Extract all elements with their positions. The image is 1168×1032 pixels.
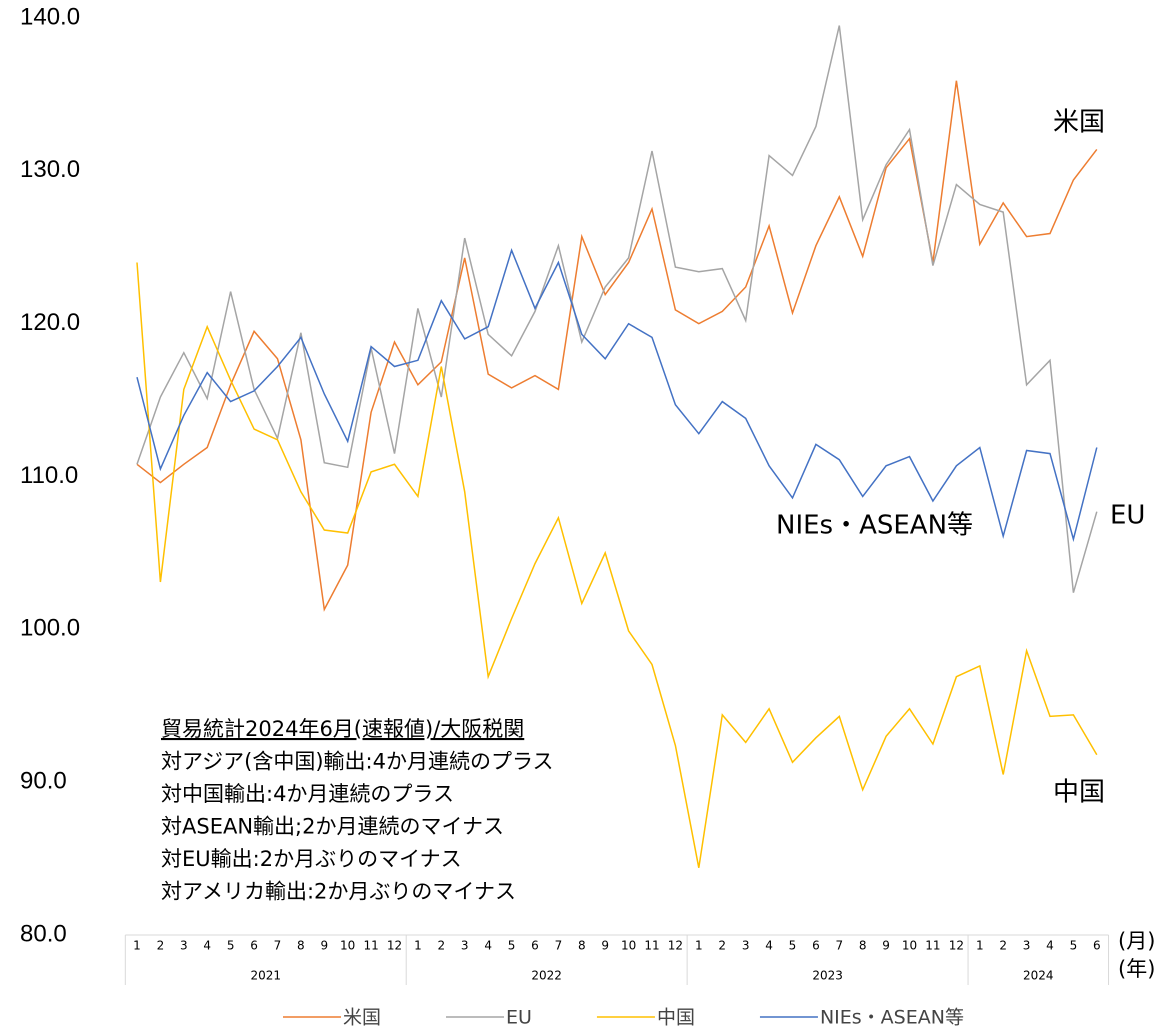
x-tick-label: 8 [297, 939, 305, 953]
x-tick-label: 2 [999, 939, 1007, 953]
series-line [136, 25, 1098, 593]
x-tick-label: 10 [902, 939, 917, 953]
y-tick-label: 90.0 [20, 768, 67, 795]
x-tick-label: 6 [1093, 939, 1101, 953]
x-tick-label: 4 [484, 939, 492, 953]
x-tick-label: 3 [742, 939, 750, 953]
x-tick-label: 7 [555, 939, 563, 953]
x-tick-label: 5 [227, 939, 235, 953]
x-tick-label: 7 [835, 939, 843, 953]
legend-label: EU [506, 1007, 532, 1029]
x-tick-label: 6 [812, 939, 820, 953]
x-tick-label: 1 [414, 939, 422, 953]
x-tick-label: 9 [882, 939, 890, 953]
x-tick-label: 12 [668, 939, 683, 953]
x-tick-label: 8 [578, 939, 586, 953]
x-tick-label: 9 [601, 939, 609, 953]
annotation: 対アメリカ輸出:2か月ぶりのマイナス [161, 880, 516, 904]
x-unit-label: (年) [1118, 957, 1155, 981]
x-unit-label: (月) [1118, 929, 1155, 953]
x-tick-label: 10 [621, 939, 636, 953]
annotation: 対ASEAN輸出;2か月連続のマイナス [161, 815, 504, 839]
x-tick-label: 5 [1070, 939, 1078, 953]
x-tick-label: 3 [180, 939, 188, 953]
x-tick-label: 12 [949, 939, 964, 953]
y-tick-label: 140.0 [20, 3, 80, 30]
series-label: 米国 [1053, 108, 1105, 138]
annotation: 対EU輸出:2か月ぶりのマイナス [161, 847, 462, 871]
series-line [136, 262, 1098, 868]
legend-label: 米国 [343, 1007, 381, 1029]
x-tick-label: 6 [250, 939, 258, 953]
x-tick-label: 3 [461, 939, 469, 953]
legend-label: 中国 [657, 1007, 695, 1029]
series-line [136, 248, 1098, 543]
x-tick-label: 5 [789, 939, 797, 953]
x-tick-label: 1 [976, 939, 984, 953]
y-tick-label: 100.0 [20, 615, 80, 642]
x-tick-label: 12 [387, 939, 402, 953]
x-tick-label: 1 [133, 939, 141, 953]
year-label: 2024 [1023, 969, 1054, 983]
x-tick-label: 4 [765, 939, 773, 953]
x-tick-label: 1 [695, 939, 703, 953]
x-tick-label: 4 [203, 939, 211, 953]
x-tick-label: 9 [320, 939, 328, 953]
x-tick-label: 2 [438, 939, 446, 953]
series-line [136, 80, 1098, 612]
series-label: 中国 [1053, 778, 1105, 808]
x-tick-label: 8 [859, 939, 867, 953]
x-tick-label: 2 [157, 939, 165, 953]
series-label: NIEs・ASEAN等 [776, 511, 973, 541]
annotation: 対中国輸出:4か月連続のプラス [161, 782, 454, 806]
y-tick-label: 120.0 [20, 309, 80, 336]
year-label: 2023 [812, 969, 843, 983]
y-tick-label: 110.0 [20, 462, 78, 489]
annotation: 対アジア(含中国)輸出:4か月連続のプラス [161, 750, 554, 774]
year-label: 2021 [250, 969, 281, 983]
x-tick-label: 4 [1046, 939, 1054, 953]
x-tick-label: 2 [718, 939, 726, 953]
year-label: 2022 [531, 969, 562, 983]
x-tick-label: 10 [340, 939, 355, 953]
x-tick-label: 11 [925, 939, 940, 953]
x-tick-label: 6 [531, 939, 539, 953]
x-tick-label: 11 [363, 939, 378, 953]
x-tick-label: 7 [274, 939, 282, 953]
y-tick-label: 80.0 [20, 920, 67, 947]
annotation: 貿易統計2024年6月(速報値)/大阪税関 [161, 717, 524, 741]
y-tick-label: 130.0 [20, 156, 80, 183]
x-tick-label: 11 [644, 939, 659, 953]
x-tick-label: 3 [1023, 939, 1031, 953]
legend-label: NIEs・ASEAN等 [820, 1007, 964, 1029]
x-tick-label: 5 [508, 939, 516, 953]
series-label: EU [1110, 501, 1145, 531]
